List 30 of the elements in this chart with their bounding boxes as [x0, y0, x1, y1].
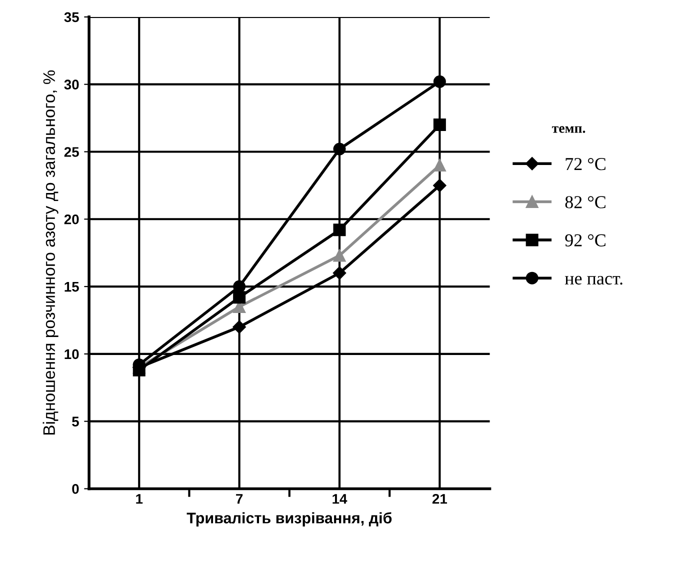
point	[433, 75, 446, 88]
y-tick-label: 35	[64, 12, 79, 22]
x-tick-label: 14	[332, 494, 348, 504]
legend-title: темп.	[552, 126, 586, 133]
y-tick-label: 25	[64, 147, 79, 157]
x-tick-label: 21	[432, 494, 448, 504]
legend-label: не паст.	[564, 276, 622, 285]
y-tick-label: 20	[64, 214, 79, 224]
point	[332, 266, 346, 280]
point	[333, 249, 346, 262]
y-tick-label: 5	[72, 416, 79, 426]
y-tick-label: 15	[64, 282, 79, 292]
y-tick-label: 30	[64, 80, 79, 90]
y-axis-title: Відношення розчинного азоту до загального, %	[42, 70, 58, 434]
point	[233, 291, 246, 304]
x-axis-title: Тривалість визрівання, діб	[186, 512, 392, 526]
point	[232, 320, 246, 334]
legend-label: 92 °C	[565, 234, 606, 246]
point	[433, 158, 446, 172]
point	[333, 224, 346, 236]
point	[433, 178, 446, 192]
point	[433, 118, 446, 132]
x-tick-label: 1	[136, 494, 143, 504]
legend-label: 82 °C	[565, 196, 606, 208]
point	[233, 280, 246, 293]
x-tick-label: 7	[236, 494, 243, 504]
point	[333, 142, 346, 156]
legend-label: 72 °C	[566, 158, 606, 170]
y-tick-label: 0	[72, 484, 79, 494]
y-tick-label: 10	[64, 349, 79, 360]
